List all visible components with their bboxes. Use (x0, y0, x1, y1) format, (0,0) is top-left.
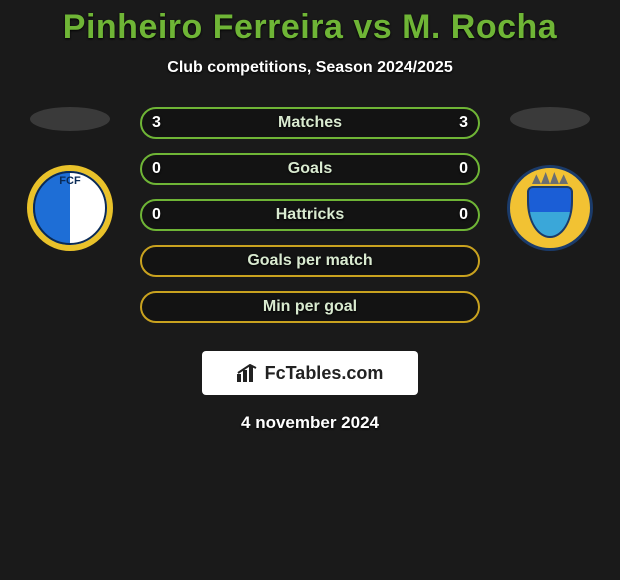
stat-row-goals: 0 Goals 0 (140, 153, 480, 185)
famalicao-crest-icon (27, 165, 113, 251)
comparison-body: 3 Matches 3 0 Goals 0 0 Hattricks 0 Goal… (0, 107, 620, 433)
comparison-title: Pinheiro Ferreira vs M. Rocha (0, 0, 620, 47)
stat-row-min-per-goal: Min per goal (140, 291, 480, 323)
stat-right-value: 0 (459, 160, 468, 178)
right-player-column (500, 107, 600, 253)
club-badge-left (25, 163, 115, 253)
stat-left-value: 3 (152, 114, 161, 132)
stat-row-matches: 3 Matches 3 (140, 107, 480, 139)
stat-left-value: 0 (152, 160, 161, 178)
stat-label: Goals per match (247, 252, 372, 270)
player-silhouette-left (30, 107, 110, 131)
club-badge-right (505, 163, 595, 253)
chart-bars-icon (237, 364, 259, 382)
stat-label: Goals (288, 160, 332, 178)
comparison-subtitle: Club competitions, Season 2024/2025 (0, 59, 620, 77)
player-silhouette-right (510, 107, 590, 131)
stat-left-value: 0 (152, 206, 161, 224)
arouca-crest-icon (507, 165, 593, 251)
brand-watermark: FcTables.com (202, 351, 418, 395)
stat-right-value: 0 (459, 206, 468, 224)
stat-label: Matches (278, 114, 342, 132)
stat-row-hattricks: 0 Hattricks 0 (140, 199, 480, 231)
brand-text: FcTables.com (265, 363, 384, 384)
stats-list: 3 Matches 3 0 Goals 0 0 Hattricks 0 Goal… (140, 107, 480, 323)
snapshot-date: 4 november 2024 (0, 413, 620, 433)
left-player-column (20, 107, 120, 253)
stat-label: Hattricks (276, 206, 344, 224)
stat-right-value: 3 (459, 114, 468, 132)
stat-label: Min per goal (263, 298, 357, 316)
stat-row-goals-per-match: Goals per match (140, 245, 480, 277)
